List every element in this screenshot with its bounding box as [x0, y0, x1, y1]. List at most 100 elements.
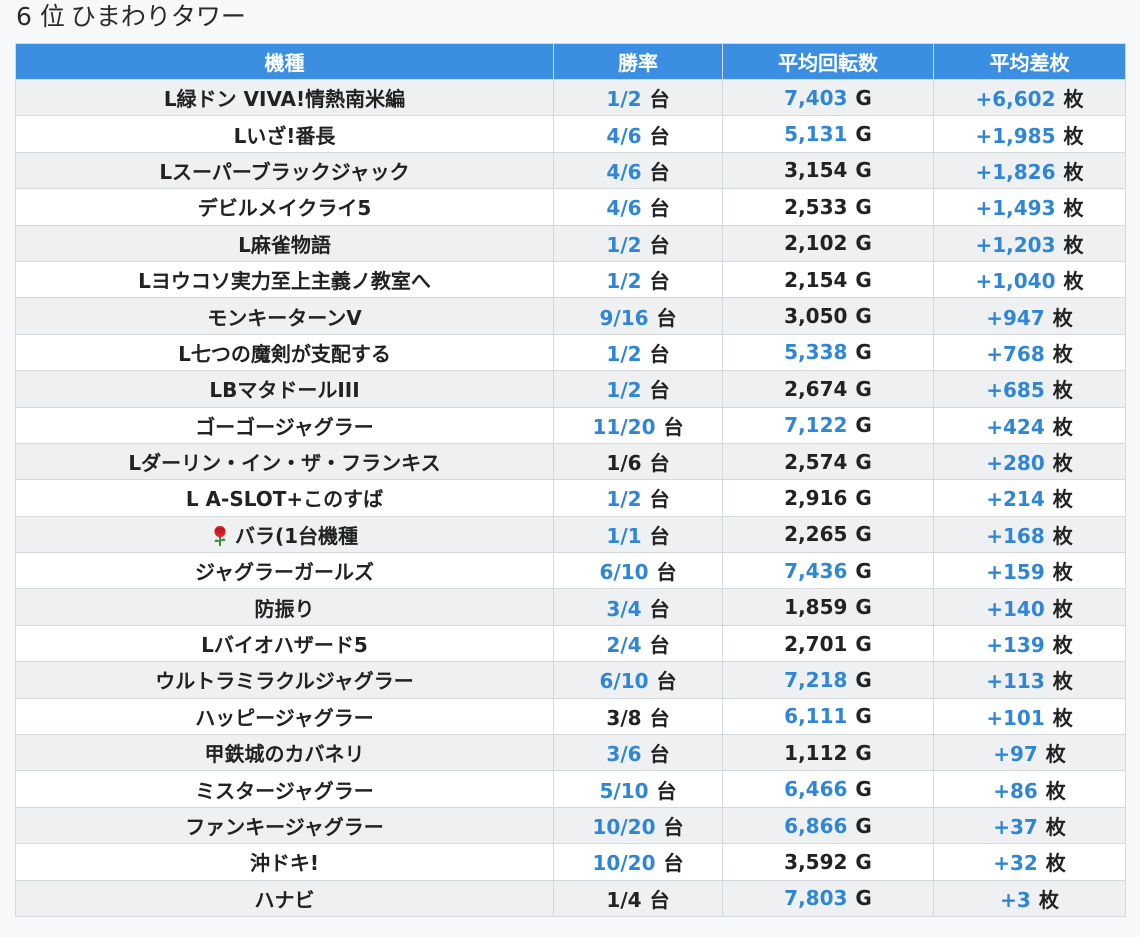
win-rate-cell-value[interactable]: 5/10 [599, 778, 649, 803]
win-rate-cell-value[interactable]: 3/4 [606, 596, 642, 621]
machine-name: ミスタージャグラー [195, 778, 374, 803]
machine-name: Lスーパーブラックジャック [159, 159, 410, 184]
win-rate-cell-unit: 台 [656, 669, 677, 694]
avg-diff-cell-value[interactable]: +1,203 [975, 232, 1056, 257]
win-rate-cell-value[interactable]: 1/2 [606, 269, 642, 294]
header-machine[interactable]: 機種 [15, 43, 554, 80]
avg-spins-cell-value[interactable]: 7,436 [784, 558, 848, 583]
win-rate-cell-value[interactable]: 1/2 [606, 87, 642, 112]
win-rate-cell-value[interactable]: 10/20 [592, 815, 656, 839]
header-avg-spins[interactable]: 平均回転数 [722, 43, 934, 80]
avg-spins-cell-value[interactable]: 7,403 [784, 85, 848, 110]
win-rate-cell-value[interactable]: 9/16 [599, 305, 649, 330]
avg-spins-cell-value: 2,265 [784, 522, 848, 547]
avg-spins-cell: 1,859 G [722, 588, 934, 626]
win-rate-cell-value[interactable]: 11/20 [592, 414, 656, 439]
avg-diff-cell-value[interactable]: +1,493 [975, 196, 1056, 221]
avg-diff-cell-value[interactable]: +6,602 [975, 87, 1056, 112]
avg-diff-cell-unit: 枚 [1063, 87, 1084, 112]
avg-diff-cell-value[interactable]: +140 [986, 596, 1045, 621]
avg-spins-cell: 5,131 G [722, 115, 934, 153]
avg-diff-cell: +768 枚 [933, 333, 1126, 372]
win-rate-cell: 1/2 台 [553, 224, 723, 262]
avg-spins-cell: 7,803 G [722, 879, 934, 917]
avg-diff-cell-value[interactable]: +1,985 [975, 123, 1056, 148]
win-rate-cell-value[interactable]: 6/10 [599, 669, 649, 694]
avg-spins-cell-value[interactable]: 6,466 [784, 777, 848, 802]
win-rate-cell: 1/2 台 [553, 479, 723, 517]
avg-diff-cell-value[interactable]: +3 [1000, 887, 1031, 912]
win-rate-cell-value[interactable]: 1/1 [606, 523, 642, 548]
avg-spins-cell-value[interactable]: 7,122 [784, 413, 848, 438]
avg-spins-cell-value[interactable]: 5,131 [784, 122, 848, 147]
win-rate-cell-value[interactable]: 3/6 [606, 742, 642, 767]
rank-label: 6 位 [16, 2, 65, 31]
machine-name: L A-SLOT+このすば [185, 487, 384, 512]
avg-diff-cell-unit: 枚 [1052, 596, 1073, 621]
avg-spins-cell-unit: G [855, 485, 872, 510]
avg-spins-cell: 6,111 G [722, 697, 934, 736]
avg-spins-cell-value[interactable]: 6,111 [784, 704, 848, 729]
avg-diff-cell-value[interactable]: +768 [986, 341, 1045, 366]
avg-diff-cell-value[interactable]: +424 [986, 414, 1045, 439]
win-rate-cell-value[interactable]: 1/2 [606, 378, 642, 403]
avg-spins-cell-value[interactable]: 5,338 [784, 340, 848, 365]
avg-diff-cell-value[interactable]: +86 [993, 778, 1038, 803]
win-rate-cell-unit: 台 [649, 159, 670, 184]
machine-name-cell: ジャグラーガールズ [15, 552, 554, 590]
avg-diff-cell-value[interactable]: +947 [986, 305, 1045, 330]
avg-diff-cell: +6,602 枚 [933, 78, 1126, 117]
avg-spins-cell: 5,338 G [722, 333, 934, 372]
avg-diff-cell: +1,826 枚 [933, 151, 1126, 190]
avg-diff-cell-value[interactable]: +159 [986, 560, 1045, 585]
avg-spins-cell: 3,592 G [722, 843, 934, 881]
machine-name: Lダーリン・イン・ザ・フランキス [128, 451, 441, 476]
avg-diff-cell-value[interactable]: +1,040 [975, 269, 1056, 294]
table-header-row: 機種 勝率 平均回転数 平均差枚 [15, 43, 1126, 80]
avg-spins-cell-value[interactable]: 7,218 [784, 667, 848, 692]
avg-diff-cell-value[interactable]: +214 [986, 487, 1045, 512]
win-rate-cell-value[interactable]: 1/2 [606, 487, 642, 512]
win-rate-cell-value[interactable]: 10/20 [592, 851, 656, 876]
win-rate-cell-unit: 台 [656, 778, 677, 803]
win-rate-cell-value[interactable]: 4/6 [606, 159, 642, 184]
win-rate-cell-unit: 台 [649, 451, 670, 476]
avg-diff-cell-value[interactable]: +1,826 [975, 159, 1056, 184]
avg-spins-cell-value[interactable]: 6,866 [784, 813, 848, 838]
machine-name-cell: LBマタドールIII [15, 370, 554, 408]
header-win-rate[interactable]: 勝率 [553, 43, 723, 80]
win-rate-cell-value[interactable]: 1/2 [606, 232, 642, 257]
win-rate-cell-value[interactable]: 4/6 [606, 123, 642, 148]
machine-name-cell: 沖ドキ! [15, 843, 554, 881]
avg-diff-cell-value[interactable]: +113 [986, 669, 1045, 694]
avg-spins-cell-value: 2,916 [784, 485, 848, 510]
avg-diff-cell-value[interactable]: +139 [986, 633, 1045, 658]
avg-diff-cell-value[interactable]: +37 [993, 815, 1038, 839]
avg-diff-cell: +139 枚 [933, 624, 1126, 663]
avg-spins-cell-value: 3,592 [784, 849, 848, 874]
win-rate-cell: 10/20 台 [553, 843, 723, 881]
win-rate-cell-value[interactable]: 1/2 [606, 341, 642, 366]
win-rate-cell-value[interactable]: 4/6 [606, 196, 642, 221]
avg-diff-cell-unit: 枚 [1038, 887, 1059, 912]
win-rate-cell: 10/20 台 [553, 806, 723, 845]
avg-spins-cell-value[interactable]: 7,803 [784, 886, 848, 911]
avg-diff-cell-value[interactable]: +97 [993, 742, 1038, 767]
avg-diff-cell-value[interactable]: +280 [986, 451, 1045, 476]
machine-name: Lいざ!番長 [233, 123, 336, 148]
win-rate-cell-value[interactable]: 6/10 [599, 560, 649, 585]
avg-diff-cell-value[interactable]: +168 [986, 523, 1045, 548]
machine-name: モンキーターンV [207, 305, 362, 330]
avg-diff-cell-value[interactable]: +101 [986, 705, 1045, 730]
win-rate-cell-unit: 台 [663, 414, 684, 439]
win-rate-cell-value[interactable]: 2/4 [606, 633, 642, 658]
rose-icon [211, 525, 229, 547]
avg-diff-cell-value[interactable]: +32 [993, 851, 1038, 876]
win-rate-cell-unit: 台 [649, 87, 670, 112]
avg-diff-cell-value[interactable]: +685 [986, 378, 1045, 403]
win-rate-cell: 9/16 台 [553, 297, 723, 335]
avg-spins-cell-unit: G [855, 449, 872, 474]
header-avg-diff[interactable]: 平均差枚 [933, 43, 1126, 80]
avg-diff-cell-unit: 枚 [1052, 451, 1073, 476]
avg-spins-cell: 3,050 G [722, 297, 934, 335]
